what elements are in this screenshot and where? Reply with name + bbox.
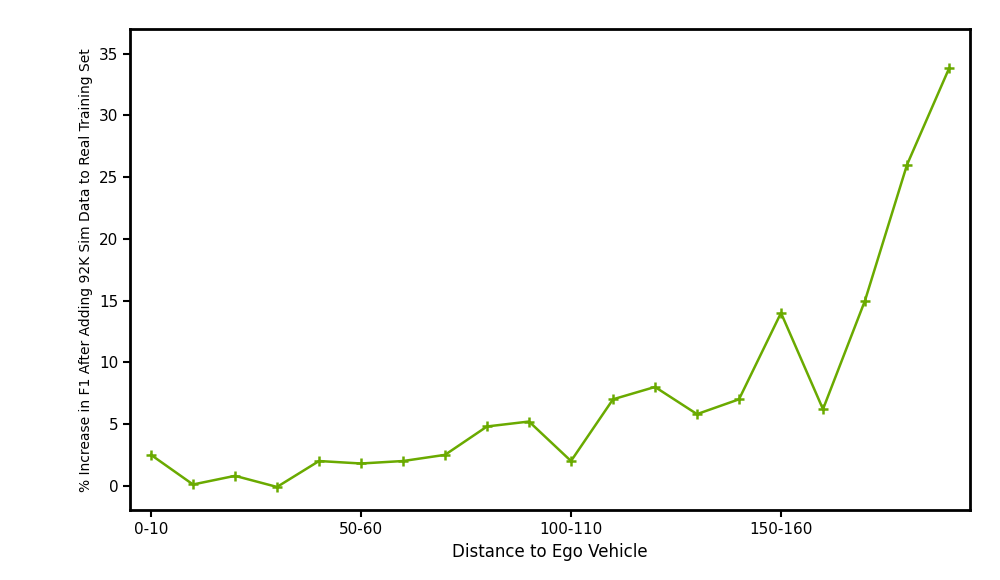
- X-axis label: Distance to Ego Vehicle: Distance to Ego Vehicle: [452, 543, 648, 561]
- Y-axis label: % Increase in F1 After Adding 92K Sim Data to Real Training Set: % Increase in F1 After Adding 92K Sim Da…: [79, 48, 93, 492]
